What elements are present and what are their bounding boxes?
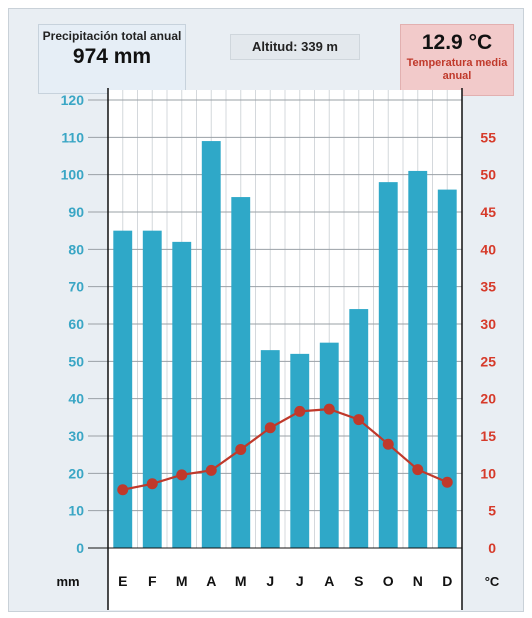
temperature-point	[117, 484, 129, 496]
temperature-point	[264, 422, 276, 434]
temperature-point	[235, 443, 247, 455]
temperature-point	[294, 405, 306, 417]
right-axis-tick-label: 25	[480, 353, 496, 369]
precipitation-bar	[172, 241, 192, 548]
temperature-point	[382, 438, 394, 450]
precipitation-bar	[142, 230, 162, 548]
left-axis-tick-label: 110	[61, 129, 84, 145]
month-label: D	[442, 573, 452, 589]
left-axis-tick-label: 80	[68, 241, 84, 257]
precipitation-bar	[201, 141, 221, 549]
annual-precipitation-box: Precipitación total anual 974 mm	[38, 24, 186, 94]
left-axis-tick-label: 70	[68, 279, 84, 295]
precipitation-bar	[408, 170, 428, 548]
right-axis-tick-label: 10	[480, 465, 496, 481]
right-axis-tick-label: 40	[480, 241, 496, 257]
precipitation-bar	[260, 350, 280, 548]
month-label: E	[118, 573, 127, 589]
annual-temperature-label: Temperatura media anual	[406, 57, 508, 82]
month-label: J	[266, 573, 274, 589]
precipitation-bar	[319, 342, 339, 548]
right-axis-tick-label: 35	[480, 279, 496, 295]
temperature-point	[412, 464, 424, 476]
left-axis-tick-label: 0	[76, 540, 84, 556]
right-axis-tick-label: 50	[480, 167, 496, 183]
left-axis-tick-label: 50	[68, 353, 84, 369]
left-axis-tick-label: 20	[68, 465, 84, 481]
month-label: N	[413, 573, 423, 589]
left-axis-tick-label: 100	[61, 167, 85, 183]
temperature-point	[146, 478, 158, 490]
precipitation-bar	[437, 189, 457, 548]
precipitation-bar	[113, 230, 133, 548]
left-axis-tick-label: 40	[68, 391, 84, 407]
month-label: M	[235, 573, 247, 589]
annual-precipitation-value: 974 mm	[72, 45, 152, 68]
annual-precipitation-label: Precipitación total anual	[42, 29, 182, 43]
temperature-point	[205, 464, 217, 476]
precipitation-bar	[231, 197, 251, 549]
right-axis-tick-label: 5	[488, 503, 496, 519]
left-axis-tick-label: 10	[68, 503, 84, 519]
precipitation-bar	[290, 353, 310, 548]
month-label: S	[354, 573, 363, 589]
left-axis-tick-label: 120	[61, 92, 85, 108]
right-unit-label: °C	[485, 574, 500, 589]
right-axis-tick-label: 55	[480, 129, 496, 145]
left-axis-tick-label: 90	[68, 204, 84, 220]
month-label: A	[206, 573, 216, 589]
precipitation-bar	[378, 182, 398, 548]
month-label: J	[296, 573, 304, 589]
month-label: O	[383, 573, 394, 589]
precipitation-bar	[349, 309, 369, 548]
right-axis-tick-label: 45	[480, 204, 496, 220]
month-strip	[108, 548, 462, 610]
right-axis-tick-label: 30	[480, 316, 496, 332]
month-label: A	[324, 573, 334, 589]
right-axis-tick-label: 15	[480, 428, 496, 444]
month-label: F	[148, 573, 157, 589]
left-unit-label: mm	[56, 574, 79, 589]
temperature-point	[441, 476, 453, 488]
left-axis-tick-label: 60	[68, 316, 84, 332]
temperature-point	[323, 403, 335, 415]
temperature-point	[353, 414, 365, 426]
right-axis-tick-label: 20	[480, 391, 496, 407]
right-axis-tick-label: 0	[488, 540, 496, 556]
annual-temperature-value: 12.9 °C	[421, 31, 493, 54]
month-label: M	[176, 573, 188, 589]
temperature-point	[176, 469, 188, 481]
altitude-label: Altitud: 339 m	[230, 34, 360, 60]
left-axis-tick-label: 30	[68, 428, 84, 444]
